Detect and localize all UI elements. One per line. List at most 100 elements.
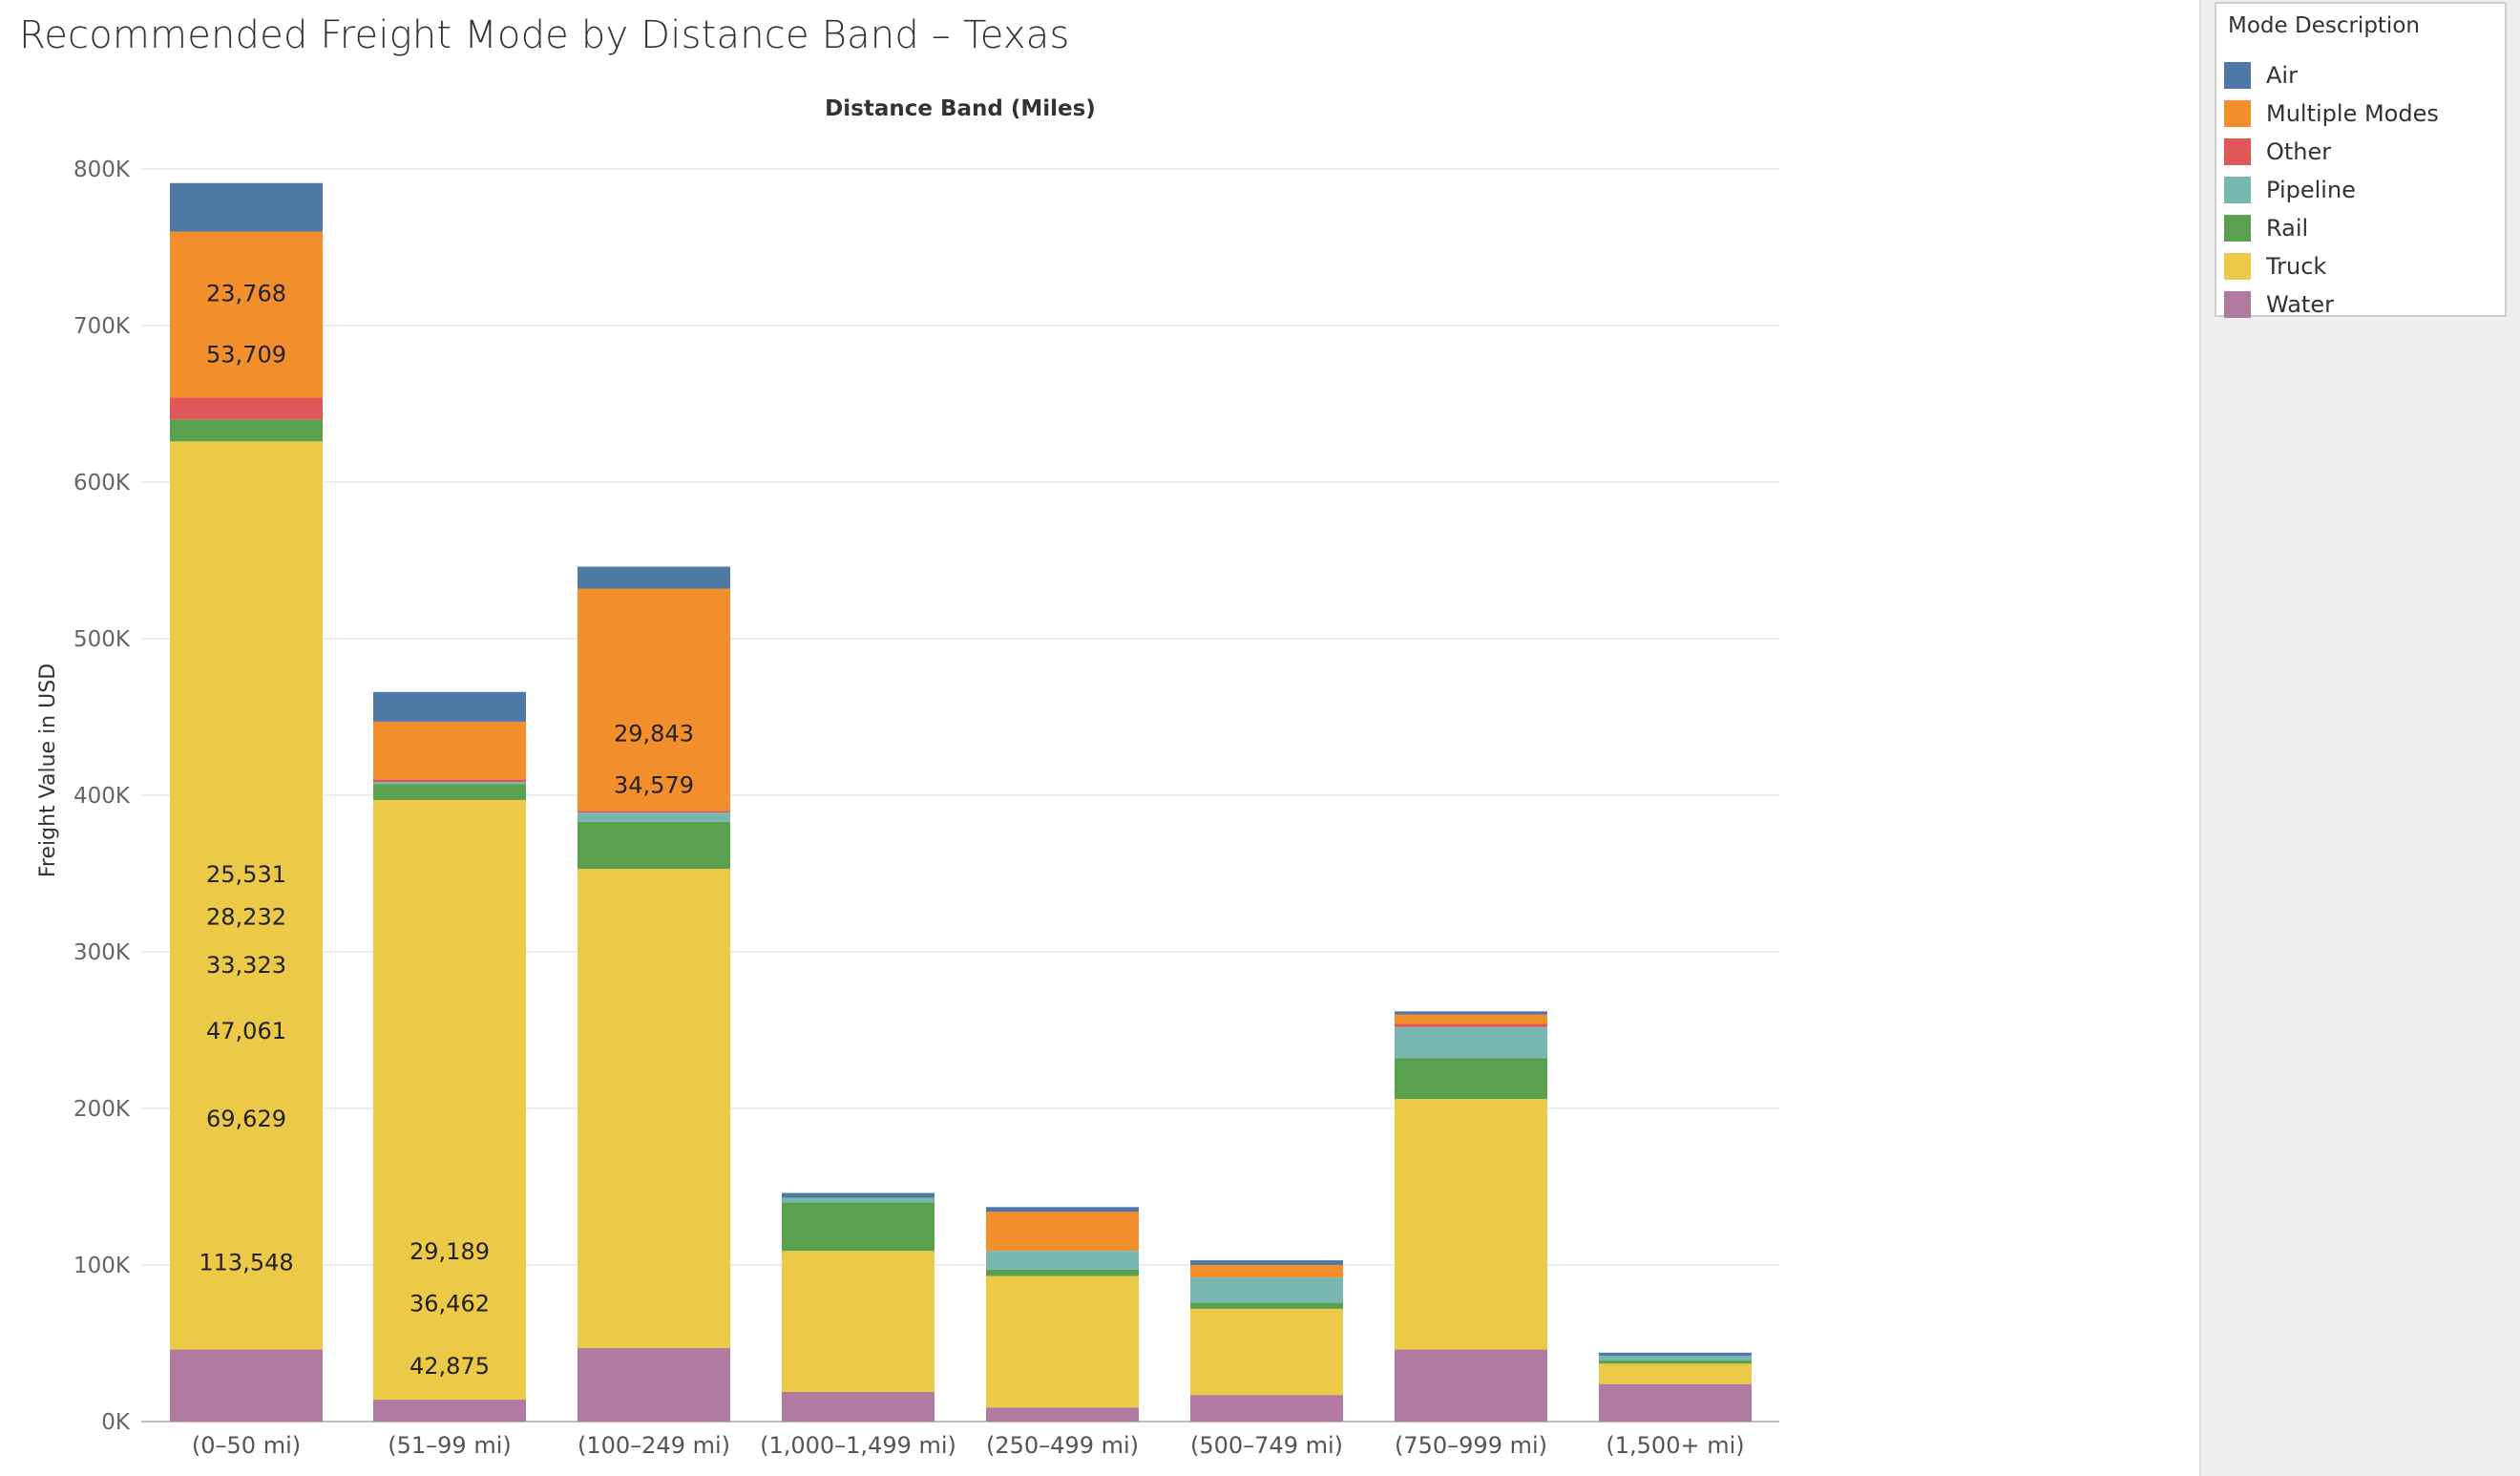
legend-swatch xyxy=(2224,291,2251,318)
bar-segment-pipeline[interactable] xyxy=(986,1251,1139,1270)
bar-segment-other[interactable] xyxy=(373,779,526,783)
chart-title: Recommended Freight Mode by Distance Ban… xyxy=(19,13,1070,57)
y-axis-title: Freight Value in USD xyxy=(36,664,60,877)
bar-segment-multiple-modes[interactable] xyxy=(170,231,323,398)
y-tick-label: 800K xyxy=(74,158,131,182)
legend-item-pipeline[interactable]: Pipeline xyxy=(2224,171,2501,209)
data-label: 28,232 xyxy=(206,903,286,930)
bar-segment-pipeline[interactable] xyxy=(1190,1277,1343,1303)
x-tick-label: (1,500+ mi) xyxy=(1606,1432,1744,1459)
bar-segment-rail[interactable] xyxy=(170,419,323,442)
bar-segment-other[interactable] xyxy=(170,397,323,420)
legend-item-other[interactable]: Other xyxy=(2224,133,2501,171)
bar-segment-rail[interactable] xyxy=(1395,1058,1547,1100)
legend-label: Air xyxy=(2266,62,2298,89)
bar-segment-multiple-modes[interactable] xyxy=(578,588,730,812)
y-tick-label: 300K xyxy=(74,940,131,965)
bar-segment-multiple-modes[interactable] xyxy=(986,1212,1139,1252)
bar-segment-rail[interactable] xyxy=(1190,1302,1343,1309)
bars[interactable] xyxy=(170,182,1752,1422)
x-tick-label: (250–499 mi) xyxy=(986,1432,1139,1459)
bar-segment-water[interactable] xyxy=(1190,1395,1343,1422)
bar-segment-truck[interactable] xyxy=(986,1276,1139,1408)
data-label: 33,323 xyxy=(206,952,286,979)
bar-segment-water[interactable] xyxy=(1599,1383,1752,1422)
legend-swatch xyxy=(2224,62,2251,89)
stacked-bar-chart: 23,768 53,709 25,531 28,232 33,323 47,061 69,6… xyxy=(36,96,1779,1459)
legend-swatch xyxy=(2224,253,2251,280)
legend-swatch xyxy=(2224,138,2251,165)
bar-segment-rail[interactable] xyxy=(578,821,730,870)
y-tick-label: 0K xyxy=(101,1410,131,1435)
column-header: Distance Band (Miles) xyxy=(825,96,1096,121)
y-tick-label: 700K xyxy=(74,314,131,339)
bar-segment-multiple-modes[interactable] xyxy=(1395,1014,1547,1024)
bar-segment-water[interactable] xyxy=(986,1407,1139,1422)
data-labels: 23,768 53,709 25,531 28,232 33,323 47,061 69,6… xyxy=(199,281,694,1380)
legend-label: Water xyxy=(2266,291,2334,318)
bar-segment-pipeline[interactable] xyxy=(1599,1356,1752,1361)
bar-segment-rail[interactable] xyxy=(782,1202,934,1252)
x-tick-label: (750–999 mi) xyxy=(1395,1432,1547,1459)
x-tick-label: (0–50 mi) xyxy=(192,1432,301,1459)
data-label: 34,579 xyxy=(614,772,694,799)
bar-segment-rail[interactable] xyxy=(1599,1360,1752,1364)
x-tick-label: (500–749 mi) xyxy=(1190,1432,1343,1459)
bar-segment-truck[interactable] xyxy=(1599,1363,1752,1384)
bar-segment-air[interactable] xyxy=(1599,1352,1752,1357)
bar-segment-multiple-modes[interactable] xyxy=(373,721,526,780)
bar-segment-rail[interactable] xyxy=(373,784,526,800)
data-label: 42,875 xyxy=(410,1353,490,1380)
legend-label: Truck xyxy=(2266,253,2327,280)
bar-segment-other[interactable] xyxy=(578,811,730,813)
bar-segment-water[interactable] xyxy=(782,1391,934,1422)
x-tick-label: (1,000–1,499 mi) xyxy=(760,1432,956,1459)
data-label: 29,843 xyxy=(614,720,694,747)
bar-segment-water[interactable] xyxy=(1395,1349,1547,1422)
bar-segment-water[interactable] xyxy=(578,1347,730,1422)
y-tick-label: 500K xyxy=(74,627,131,652)
legend-item-air[interactable]: Air xyxy=(2224,56,2501,95)
bar-segment-air[interactable] xyxy=(170,182,323,232)
bar-segment-water[interactable] xyxy=(373,1400,526,1422)
bar-segment-pipeline[interactable] xyxy=(782,1197,934,1203)
bar-segment-air[interactable] xyxy=(986,1207,1139,1212)
legend-item-truck[interactable]: Truck xyxy=(2224,247,2501,285)
legend-swatch xyxy=(2224,215,2251,242)
legend-title: Mode Description xyxy=(2228,13,2420,38)
bar-segment-truck[interactable] xyxy=(782,1251,934,1392)
legend-label: Pipeline xyxy=(2266,177,2356,203)
bar-segment-pipeline[interactable] xyxy=(373,782,526,785)
x-tick-label: (51–99 mi) xyxy=(388,1432,511,1459)
bar-segment-other[interactable] xyxy=(1395,1023,1547,1027)
legend-swatch xyxy=(2224,100,2251,127)
data-label: 23,768 xyxy=(206,281,286,307)
legend[interactable]: Mode Description Air Multiple Modes Other P… xyxy=(2215,2,2507,318)
bar-segment-rail[interactable] xyxy=(986,1269,1139,1276)
bar-segment-air[interactable] xyxy=(1190,1260,1343,1265)
bar-segment-air[interactable] xyxy=(578,566,730,589)
bar-segment-pipeline[interactable] xyxy=(578,812,730,822)
bar-segment-truck[interactable] xyxy=(1395,1099,1547,1350)
bar-segment-truck[interactable] xyxy=(578,869,730,1348)
bar-segment-water[interactable] xyxy=(170,1349,323,1422)
legend-swatch xyxy=(2224,177,2251,203)
data-label: 36,462 xyxy=(410,1290,490,1317)
data-label: 47,061 xyxy=(206,1018,286,1044)
bar-segment-pipeline[interactable] xyxy=(1395,1026,1547,1059)
legend-label: Other xyxy=(2266,138,2332,165)
bar-segment-air[interactable] xyxy=(373,691,526,722)
bar-segment-multiple-modes[interactable] xyxy=(1190,1265,1343,1278)
bar-segment-truck[interactable] xyxy=(1190,1308,1343,1396)
bar-segment-truck[interactable] xyxy=(170,441,323,1350)
bar-segment-air[interactable] xyxy=(1395,1011,1547,1015)
bar-segment-truck[interactable] xyxy=(373,799,526,1401)
legend-item-water[interactable]: Water xyxy=(2224,285,2501,324)
data-label: 29,189 xyxy=(410,1238,490,1265)
legend-item-rail[interactable]: Rail xyxy=(2224,209,2501,247)
legend-item-multiple-modes[interactable]: Multiple Modes xyxy=(2224,95,2501,133)
axes: Distance Band (Miles) Freight Value in U… xyxy=(36,96,1745,1459)
bar-segment-air[interactable] xyxy=(782,1192,934,1198)
y-tick-label: 200K xyxy=(74,1097,131,1122)
y-tick-label: 400K xyxy=(74,784,131,809)
